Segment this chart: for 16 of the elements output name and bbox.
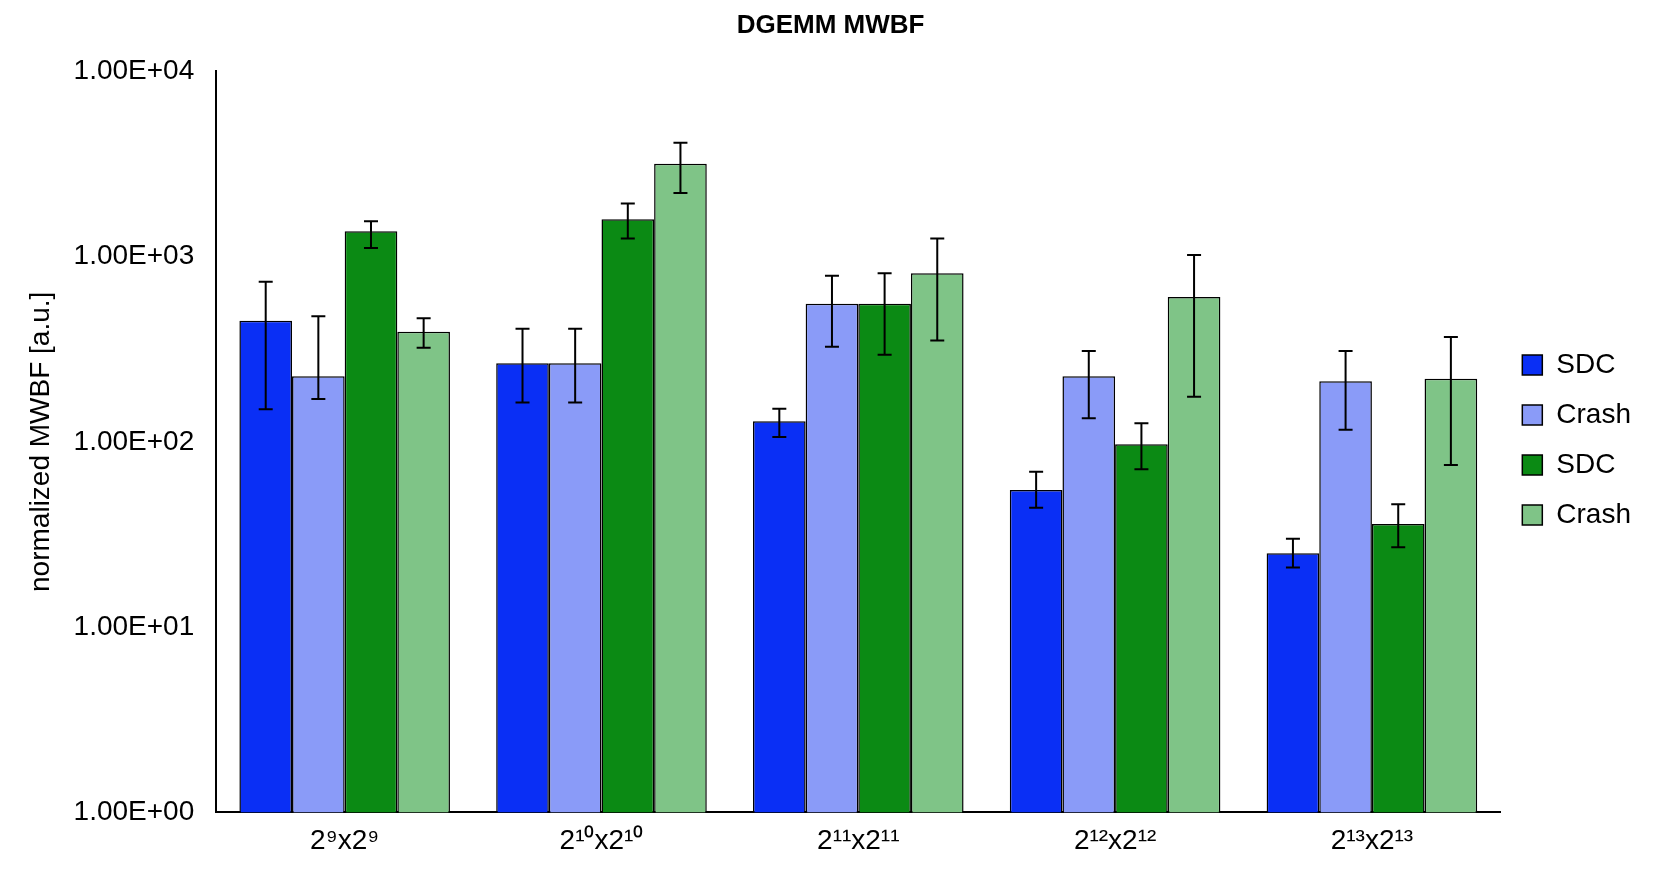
y-tick-label: 1.00E+03	[73, 239, 195, 271]
y-tick-label: 1.00E+01	[73, 609, 195, 641]
legend-label: Crash	[1556, 497, 1632, 529]
y-axis-title: normalized MWBF [a.u.]	[23, 291, 55, 592]
legend-label: Crash	[1556, 397, 1632, 429]
x-tick-label: 2¹¹x2¹¹	[817, 823, 900, 855]
x-tick-label: 2¹²x2¹²	[1073, 823, 1157, 855]
y-tick-label: 1.00E+00	[73, 795, 195, 827]
legend-label: SDC	[1556, 447, 1616, 479]
legend-label: SDC	[1556, 347, 1616, 379]
x-tick-label: 2⁹x2⁹	[310, 823, 380, 855]
y-tick-label: 1.00E+04	[73, 53, 195, 85]
x-tick-label: 2¹⁰x2¹⁰	[559, 823, 644, 855]
y-tick-label: 1.00E+02	[73, 424, 195, 456]
chart-title: DGEMM MWBF	[736, 8, 925, 39]
x-tick-label: 2¹³x2¹³	[1330, 823, 1414, 855]
